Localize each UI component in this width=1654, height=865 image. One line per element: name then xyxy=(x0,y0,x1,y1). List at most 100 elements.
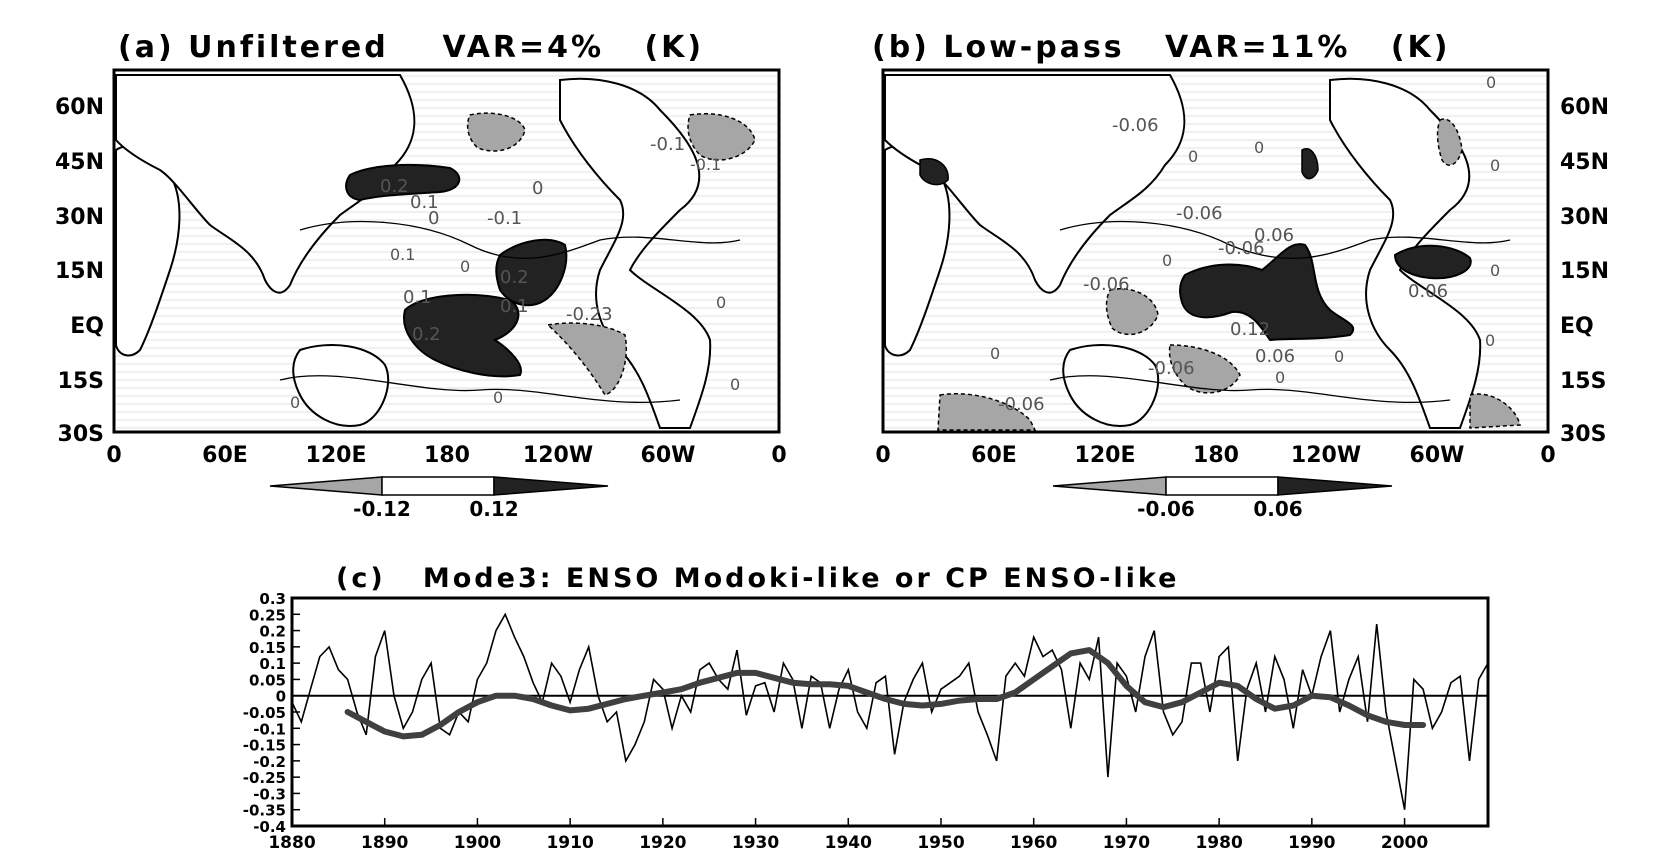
continent-australia-b xyxy=(1062,344,1160,427)
colorbar-b-low-label: -0.06 xyxy=(1137,497,1195,521)
contour-label-b-4: -0.06 xyxy=(1176,203,1223,224)
contour-label-a-1: 0.1 xyxy=(410,192,439,213)
ytick-label-0: 0.3 xyxy=(259,590,286,608)
map-b-xtick-0: 0 xyxy=(875,443,890,468)
contour-label-a-11: -0.23 xyxy=(566,304,613,325)
contour-label-a-18: 0 xyxy=(428,224,429,226)
map-b-ytick-1: 45N xyxy=(1560,150,1609,175)
panel-b-unit: (K) xyxy=(1390,30,1451,65)
xtick-label-11: 1990 xyxy=(1288,833,1335,853)
map-b-xtick-2: 120E xyxy=(1075,443,1136,468)
contour-label-a-3: -0.1 xyxy=(487,208,522,229)
map-a-xtick-3: 180 xyxy=(424,443,470,468)
ytick-label-11: -0.25 xyxy=(243,769,286,787)
panel-a-var: VAR=4% xyxy=(442,30,605,65)
contour-zero-south-a xyxy=(279,375,681,403)
contour-zero-south-b xyxy=(1049,375,1451,403)
positive-anomaly-med-b xyxy=(919,158,949,186)
contour-label-a-8: 0.1 xyxy=(500,296,529,317)
contour-label-b-14: -0.06 xyxy=(998,394,1045,415)
map-a-ytick-5: 15S xyxy=(58,369,104,394)
xtick-label-12: 2000 xyxy=(1381,833,1428,853)
timeseries-y-ticks: 0.30.250.20.150.10.050-0.05-0.1-0.15-0.2… xyxy=(243,590,300,836)
ytick-label-8: -0.1 xyxy=(253,720,286,738)
positive-anomaly-kuroshio-a xyxy=(345,163,461,202)
ytick-label-7: -0.05 xyxy=(243,704,286,722)
contour-label-a-7: -0.1 xyxy=(650,134,685,155)
colorbar-b-neutral xyxy=(1165,476,1279,496)
contour-label-a-2: 0 xyxy=(428,208,439,229)
contour-label-a-17: 0 xyxy=(730,375,740,394)
colorbar-b-positive xyxy=(1277,476,1393,496)
contour-label-b-12: 0 xyxy=(1275,368,1285,387)
map-panel-a: 0.2 0.1 0 -0.1 0 0.2 0.1 -0.1 0.1 0.2 0.… xyxy=(112,68,781,434)
timeseries-x-ticks: 1880 1890 1900 1910 1920 1930 1940 1950 1960 1970… xyxy=(268,818,1428,853)
xtick-label-7: 1950 xyxy=(917,833,964,853)
contour-label-b-19: 0 xyxy=(1490,261,1500,280)
map-a-ytick-1: 45N xyxy=(55,150,104,175)
map-b-ytick-2: 30N xyxy=(1560,205,1609,230)
series-low-pass xyxy=(344,647,1427,740)
contour-label-b-7: -0.06 xyxy=(1218,238,1265,259)
ytick-label-10: -0.2 xyxy=(253,753,286,771)
map-panel-b: -0.06 0 0 0 -0.06 -0.06 0.06 -0.06 0 0.1… xyxy=(881,68,1550,434)
xtick-label-10: 1980 xyxy=(1195,833,1242,853)
negative-anomaly-north-pacific-a xyxy=(466,112,526,152)
map-a-ytick-4: EQ xyxy=(70,314,104,339)
panel-c-label: (c) Mode3: ENSO Modoki-like or CP ENSO-l… xyxy=(336,563,1180,594)
xtick-label-5: 1930 xyxy=(732,833,779,853)
contour-label-a-16: 0 xyxy=(716,293,726,312)
map-a-y-axis: 60N 45N 30N 15N EQ 15S 30S xyxy=(55,95,104,447)
ytick-label-6: 0 xyxy=(276,688,286,706)
contour-label-b-13: 0 xyxy=(1334,347,1344,366)
ytick-label-5: 0.05 xyxy=(249,671,286,689)
xtick-label-1: 1890 xyxy=(361,833,408,853)
positive-anomaly-caribbean-b xyxy=(1393,244,1472,280)
contour-label-a-0: 0.2 xyxy=(380,176,409,197)
map-b-ytick-0: 60N xyxy=(1560,95,1609,120)
contour-zero-a xyxy=(299,220,741,259)
negative-anomaly-indo-b xyxy=(1105,288,1159,336)
positive-anomaly-central-pacific-a xyxy=(403,293,522,378)
map-b-xtick-1: 60E xyxy=(971,443,1017,468)
map-b-ytick-6: 30S xyxy=(1560,422,1606,447)
contour-label-a-10: 0.1 xyxy=(390,245,415,264)
xtick-label-4: 1920 xyxy=(639,833,686,853)
xtick-label-0: 1880 xyxy=(268,833,315,853)
negative-anomaly-atlantic-b xyxy=(1436,118,1463,166)
ytick-label-9: -0.15 xyxy=(243,737,286,755)
contour-label-a-9: 0.2 xyxy=(412,324,441,345)
contour-label-b-5: -0.06 xyxy=(1083,274,1130,295)
panel-b-title: (b) Low-pass VAR=11% (K) xyxy=(872,30,1450,65)
map-a-ytick-0: 60N xyxy=(55,95,104,120)
map-a-ytick-2: 30N xyxy=(55,205,104,230)
contour-label-a-14: 0 xyxy=(493,388,503,407)
map-a-xtick-2: 120E xyxy=(306,443,367,468)
colorbar-a: -0.12 0.12 xyxy=(269,476,609,521)
xtick-label-6: 1940 xyxy=(825,833,872,853)
contour-label-b-9: 0.12 xyxy=(1230,319,1270,340)
positive-anomaly-japan-b xyxy=(1301,148,1319,180)
ytick-label-4: 0.1 xyxy=(259,655,286,673)
colorbar-a-negative xyxy=(269,476,383,496)
map-b-x-axis: 0 60E 120E 180 120W 60W 0 xyxy=(875,443,1555,468)
ytick-label-2: 0.2 xyxy=(259,623,286,641)
contour-label-b-3: 0 xyxy=(1486,73,1496,92)
negative-anomaly-se-atlantic-b xyxy=(1469,393,1521,429)
colorbar-a-positive xyxy=(493,476,609,496)
ytick-label-14: -0.4 xyxy=(253,818,286,836)
ytick-label-12: -0.3 xyxy=(253,785,286,803)
contour-label-b-11: -0.06 xyxy=(1148,358,1195,379)
panel-a-title: (a) Unfiltered VAR=4% (K) xyxy=(118,30,704,65)
contour-label-a-15: -0.1 xyxy=(690,155,721,174)
negative-anomaly-south-pacific-b xyxy=(1168,344,1241,394)
map-b-ytick-4: EQ xyxy=(1560,314,1594,339)
contour-label-a-6: 0.1 xyxy=(403,287,432,308)
contour-label-a-13: 0 xyxy=(290,393,300,412)
contour-zero-b xyxy=(1059,220,1511,260)
map-a-xtick-1: 60E xyxy=(202,443,248,468)
ytick-label-13: -0.35 xyxy=(243,802,286,820)
colorbar-a-low-label: -0.12 xyxy=(353,497,411,521)
panel-c-title: (c) Mode3: ENSO Modoki-like or CP ENSO-l… xyxy=(336,563,1179,594)
colorbar-b-high-label: 0.06 xyxy=(1253,497,1302,521)
